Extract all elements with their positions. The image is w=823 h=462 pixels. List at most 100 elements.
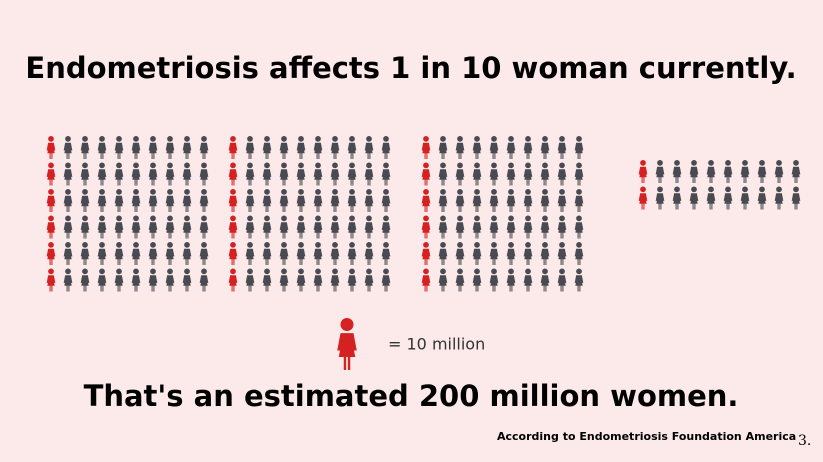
woman-icon [557,242,567,265]
woman-icon [330,189,340,212]
woman-icon [672,160,682,183]
woman-icon [455,268,465,292]
woman-icon [347,136,357,159]
woman-icon [523,162,533,186]
woman-icon [296,215,306,239]
woman-icon [381,189,391,212]
woman-icon [97,215,107,239]
woman-icon [421,215,431,239]
woman-icon [80,189,90,212]
woman-icon [540,242,550,265]
woman-icon [245,268,255,292]
woman-icon [182,136,192,159]
woman-icon [557,268,567,292]
woman-icon [296,268,306,292]
woman-icon [245,189,255,212]
woman-icon [347,242,357,265]
woman-icon [706,186,716,210]
woman-icon [228,162,238,186]
woman-icon [228,136,238,159]
woman-icon [46,268,56,292]
woman-icon [557,136,567,159]
woman-icon [228,268,238,292]
woman-icon [523,189,533,212]
woman-icon [472,189,482,212]
woman-icon [46,215,56,239]
woman-icon [182,189,192,212]
source: According to Endometriosis Foundation Am… [497,430,796,443]
woman-icon [574,189,584,212]
woman-icon [421,189,431,212]
woman-icon [330,268,340,292]
woman-icon [740,186,750,210]
woman-icon [114,268,124,292]
woman-icon [421,136,431,159]
woman-icon [182,215,192,239]
woman-icon [165,215,175,239]
woman-icon [182,268,192,292]
woman-icon [114,162,124,186]
woman-icon [438,242,448,265]
woman-icon [296,136,306,159]
woman-icon [523,242,533,265]
woman-icon [165,268,175,292]
woman-icon [655,160,665,183]
pictogram [46,136,801,370]
woman-icon [63,242,73,265]
woman-icon [472,136,482,159]
woman-icon [279,189,289,212]
woman-icon [672,186,682,210]
title: Endometriosis affects 1 in 10 woman curr… [25,51,796,85]
woman-icon [262,268,272,292]
woman-icon [791,186,801,210]
woman-icon [506,189,516,212]
woman-icon [455,136,465,159]
woman-icon [472,268,482,292]
woman-icon [364,215,374,239]
woman-icon [472,215,482,239]
woman-icon [228,189,238,212]
woman-icon [421,268,431,292]
woman-icon [262,242,272,265]
woman-icon [791,160,801,183]
woman-icon [262,136,272,159]
woman-icon [148,189,158,212]
woman-icon [114,215,124,239]
woman-icon [689,160,699,183]
woman-icon [723,186,733,210]
woman-icon [364,189,374,212]
woman-icon [574,215,584,239]
woman-icon [228,215,238,239]
woman-icon [296,162,306,186]
woman-icon [364,136,374,159]
woman-icon [438,215,448,239]
woman-icon [438,189,448,212]
woman-icon [557,189,567,212]
woman-icon [638,160,648,183]
woman-icon [489,215,499,239]
woman-icon [46,136,56,159]
woman-icon [337,318,357,370]
woman-icon [262,162,272,186]
woman-icon [131,162,141,186]
woman-icon [506,136,516,159]
woman-icon [165,242,175,265]
woman-icon [80,215,90,239]
woman-icon [455,242,465,265]
woman-icon [131,189,141,212]
woman-icon [489,268,499,292]
woman-icon [540,215,550,239]
woman-icon [182,162,192,186]
woman-icon [438,162,448,186]
woman-icon [381,242,391,265]
woman-icon [557,215,567,239]
woman-icon [347,162,357,186]
woman-icon [347,189,357,212]
woman-icon [148,215,158,239]
woman-icon [421,162,431,186]
woman-icon [46,162,56,186]
woman-icon [114,242,124,265]
woman-icon [455,189,465,212]
woman-icon [381,215,391,239]
